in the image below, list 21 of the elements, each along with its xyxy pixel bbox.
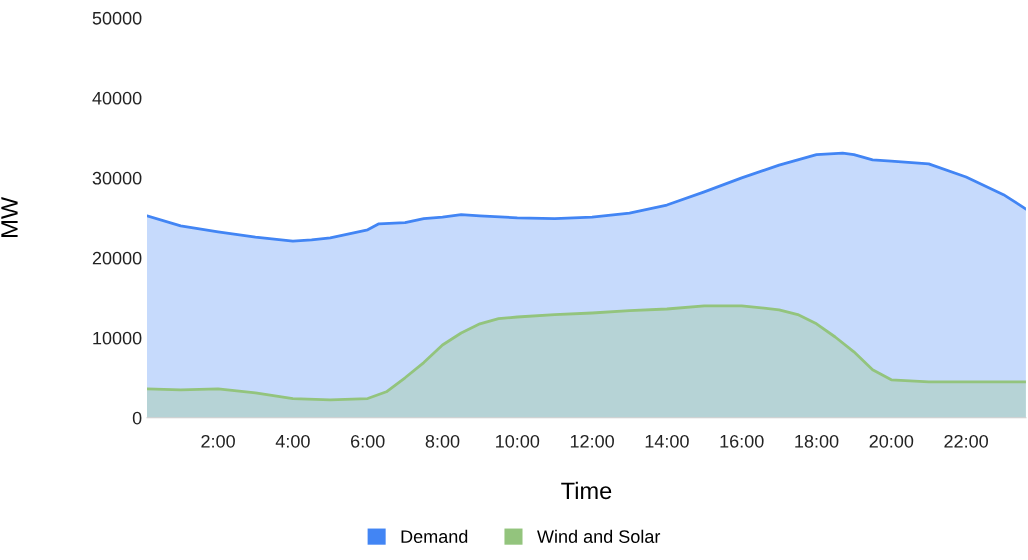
legend-label: Demand	[401, 529, 468, 543]
x-tick-label: 12:00	[570, 434, 614, 448]
x-tick-label: 8:00	[425, 434, 460, 448]
y-tick-label: 50000	[92, 11, 142, 25]
y-tick-label: 0	[132, 411, 142, 425]
x-axis-title: Time	[561, 481, 612, 500]
y-tick-label: 10000	[93, 331, 142, 345]
x-tick-label: 18:00	[795, 434, 839, 448]
y-axis-title: MW	[1, 196, 18, 237]
x-tick-label: 6:00	[351, 434, 385, 448]
y-tick-label: 30000	[92, 171, 142, 185]
y-tick-label: 20000	[92, 251, 142, 265]
x-tick-label: 2:00	[201, 434, 235, 448]
x-tick-label: 14:00	[645, 434, 689, 448]
x-tick-label: 4:00	[275, 434, 310, 448]
legend-label: Wind and Solar	[537, 529, 661, 543]
y-tick-label: 40000	[92, 91, 142, 105]
x-tick-label: 10:00	[496, 434, 540, 448]
x-tick-label: 22:00	[944, 434, 988, 448]
x-tick-label: 16:00	[720, 434, 764, 448]
x-tick-label: 20:00	[869, 434, 914, 448]
